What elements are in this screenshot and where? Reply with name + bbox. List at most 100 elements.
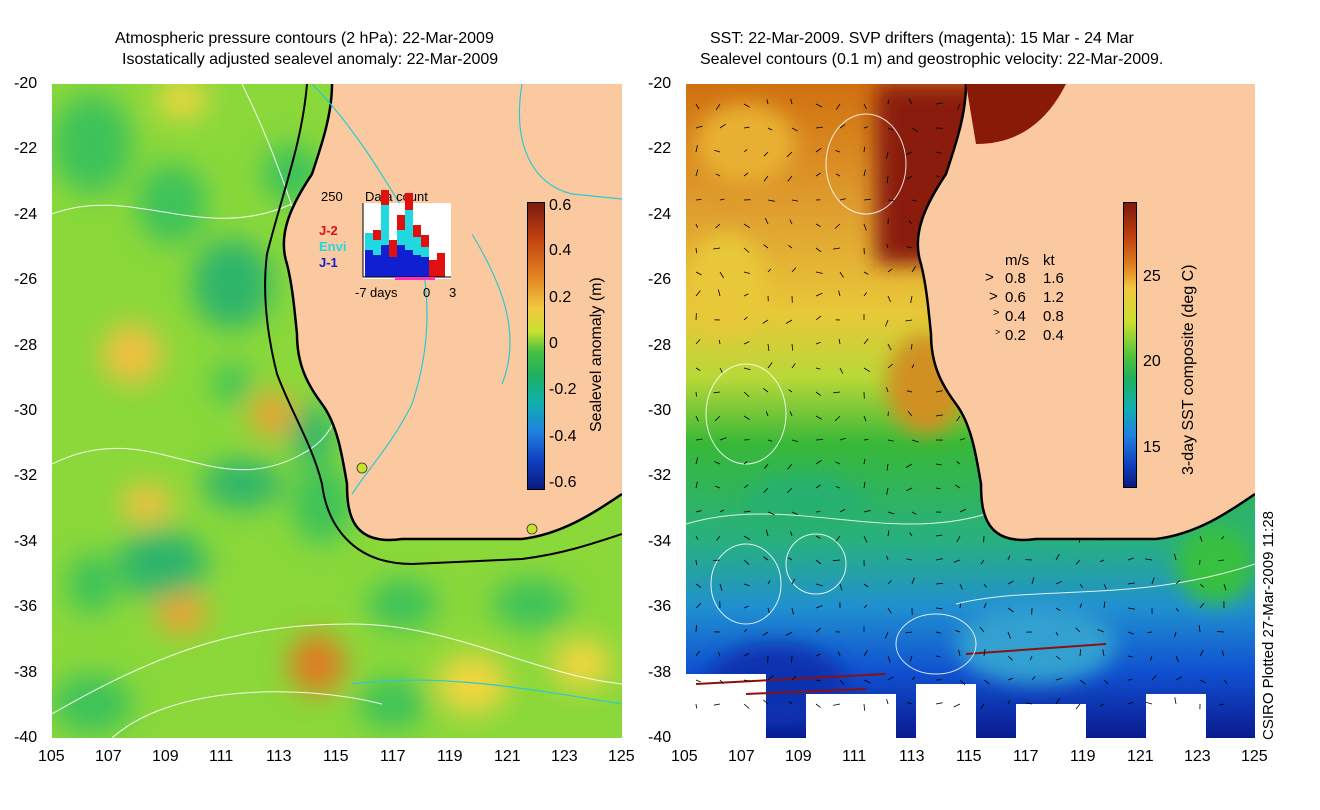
velocity-arrow (767, 362, 773, 369)
velocity-arrow (886, 243, 889, 249)
velocity-arrow (905, 151, 913, 156)
inset-axis-three: 3 (449, 285, 457, 300)
left-title-line1: Atmospheric pressure contours (2 hPa): 2… (115, 30, 494, 47)
lat-left-tick-7: -34 (14, 532, 38, 550)
velocity-arrow (911, 439, 919, 443)
inset-legend-j1: J-1 (319, 255, 338, 270)
velocity-arrow (935, 102, 943, 105)
velocity-arrow (815, 583, 823, 587)
velocity-arrow (695, 125, 703, 129)
vel-header-ms: m/s (1005, 252, 1030, 269)
velocity-arrow (907, 702, 913, 705)
velocity-arrow (1127, 557, 1134, 561)
lat-left-tick-2: -24 (14, 205, 38, 223)
velocity-arrow (762, 631, 769, 636)
velocity-arrow (743, 679, 751, 682)
lon-left-tick-10: 125 (608, 748, 635, 765)
velocity-arrow (743, 583, 751, 587)
velocity-arrow (837, 651, 841, 657)
velocity-arrow (863, 367, 871, 373)
velocity-arrow (713, 559, 721, 561)
velocity-arrow (718, 339, 721, 345)
velocity-arrow (1007, 555, 1011, 561)
vel-ms-0: 0.8 (1005, 270, 1026, 287)
velocity-arrow (959, 508, 967, 513)
velocity-arrow (695, 481, 698, 489)
velocity-arrow (908, 220, 913, 225)
velocity-arrow (838, 338, 841, 345)
vel-ms-3: 0.2 (1005, 327, 1026, 344)
velocity-arrow (1055, 607, 1061, 612)
right-coastline (916, 84, 1255, 542)
velocity-arrow (835, 535, 841, 542)
velocity-arrow (791, 607, 794, 615)
lon-left-tick-9: 123 (551, 748, 578, 765)
velocity-arrow (863, 535, 868, 543)
lon-left-tick-3: 111 (209, 748, 234, 765)
velocity-arrow (715, 173, 721, 177)
velocity-arrow (887, 607, 892, 614)
velocity-arrow (743, 484, 749, 489)
velocity-arrow (863, 509, 871, 513)
velocity-arrow (695, 339, 701, 345)
velocity-arrow (695, 415, 699, 422)
velocity-arrow (957, 103, 961, 110)
velocity-arrow (715, 223, 721, 229)
velocity-arrow (695, 650, 700, 657)
velocity-arrow (911, 266, 917, 273)
velocity-arrow (909, 655, 913, 662)
velocity-arrow (743, 703, 750, 709)
velocity-arrow (863, 271, 869, 275)
velocity-arrow (791, 675, 797, 681)
velocity-arrow (790, 98, 793, 105)
velocity-arrow (906, 175, 913, 180)
lon-left-tick-2: 109 (152, 748, 179, 765)
velocity-arrow (695, 169, 699, 177)
velocity-arrow (815, 605, 823, 609)
velocity-arrow (1029, 655, 1033, 661)
velocity-arrow (956, 415, 961, 422)
velocity-arrow (791, 199, 799, 202)
velocity-arrow (959, 603, 961, 609)
velocity-arrow (886, 151, 889, 159)
velocity-arrow (835, 486, 841, 489)
velocity-arrow (958, 649, 961, 657)
velocity-arrow (1151, 577, 1155, 585)
velocity-arrow (1055, 677, 1063, 681)
cbar-left-tick-5: -0.4 (549, 428, 577, 445)
velocity-arrow (1223, 679, 1228, 684)
velocity-arrow (1174, 631, 1177, 638)
velocity-arrow (1055, 631, 1059, 636)
velocity-arrow (743, 293, 749, 297)
velocity-arrow (719, 123, 726, 129)
velocity-arrow (1175, 607, 1179, 612)
right-title-line2: Sealevel contours (0.1 m) and geostrophi… (700, 51, 1164, 68)
velocity-arrow (885, 319, 889, 327)
velocity-arrow (953, 559, 961, 563)
velocity-arrow (839, 271, 844, 278)
velocity-arrow (935, 175, 941, 178)
velocity-arrow (935, 558, 943, 561)
velocity-arrow (763, 244, 769, 249)
velocity-arrow (887, 655, 891, 663)
velocity-arrow (863, 292, 868, 297)
velocity-arrow (743, 559, 750, 565)
velocity-arrow (863, 583, 869, 588)
velocity-arrow (1079, 649, 1081, 657)
velocity-arrow (713, 703, 721, 706)
velocity-arrow (718, 651, 721, 657)
lat-right-tick-6: -32 (648, 467, 672, 485)
velocity-arrow (743, 367, 751, 371)
velocity-arrow (719, 509, 725, 513)
lat-right-tick-8: -36 (648, 598, 672, 616)
right-land-mass (917, 84, 1255, 540)
velocity-arrow (1221, 535, 1225, 540)
velocity-arrow (695, 391, 697, 397)
lon-right-tick-4: 113 (899, 748, 925, 765)
velocity-arrow (935, 463, 942, 466)
velocity-arrow (1175, 655, 1179, 663)
velocity-arrow (695, 510, 702, 513)
velocity-arrow (763, 175, 769, 182)
velocity-arrow (935, 607, 943, 610)
velocity-arrow (863, 146, 866, 153)
